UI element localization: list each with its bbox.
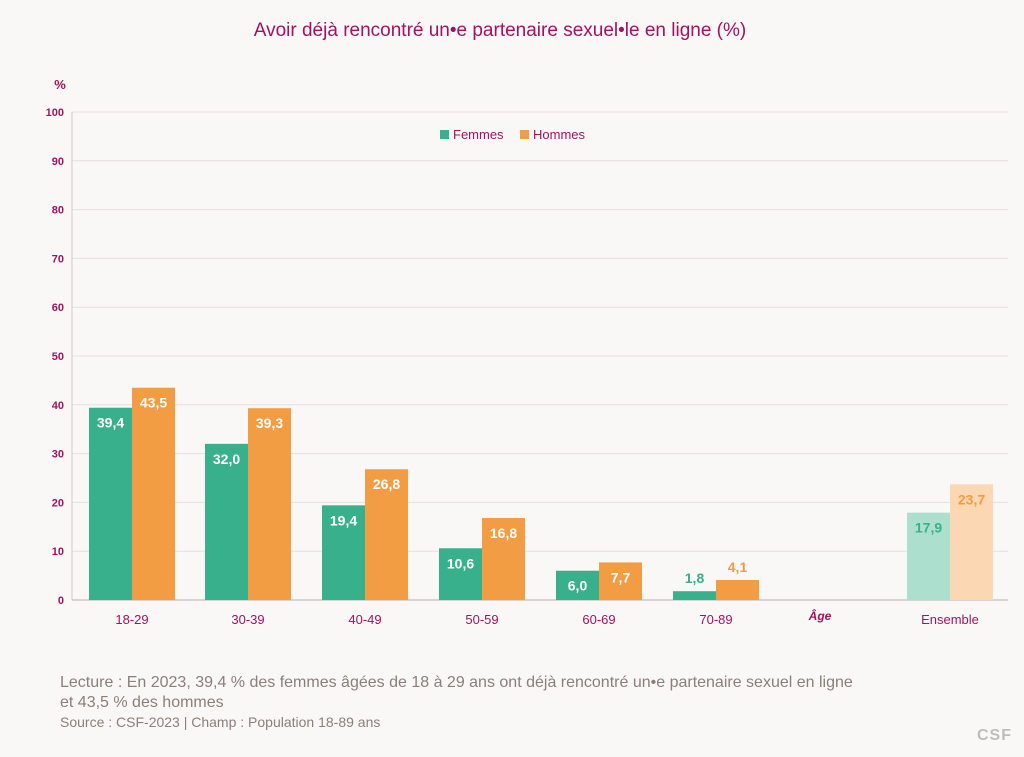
bar-hommes-18-29 (132, 387, 175, 600)
data-label-hommes-30-39: 39,3 (256, 415, 283, 431)
bar-femmes-60-69 (556, 570, 599, 600)
csf-logo: CSF (977, 727, 1012, 744)
data-label-femmes-ensemble: 17,9 (915, 520, 942, 536)
legend-swatch-femmes (440, 130, 449, 139)
gridlines (72, 111, 1008, 552)
data-label-hommes-18-29: 43,5 (140, 395, 167, 411)
y-tick-label: 0 (58, 595, 64, 607)
data-labels: 39,4 43,5 32,0 39,3 19,4 26,8 10,6 16,8 6,0 7,7 1,… (97, 395, 985, 594)
x-tick-label: 40-49 (348, 612, 381, 627)
data-label-hommes-70-89: 4,1 (728, 559, 748, 575)
x-tick-label: 60-69 (582, 612, 615, 627)
data-label-femmes-60-69: 6,0 (568, 578, 588, 594)
data-label-hommes-40-49: 26,8 (373, 476, 400, 492)
bar-hommes-40-49 (365, 469, 408, 600)
x-tick-label: Ensemble (921, 612, 979, 627)
bar-hommes-30-39 (248, 408, 291, 600)
x-tick-label: 30-39 (231, 612, 264, 627)
y-axis-label: % (54, 77, 66, 92)
data-label-hommes-60-69: 7,7 (611, 569, 631, 585)
x-tick-label: 70-89 (699, 612, 732, 627)
data-label-femmes-40-49: 19,4 (330, 512, 357, 528)
bar-femmes-40-49 (322, 505, 365, 600)
bar-hommes-50-59 (482, 518, 525, 600)
y-tick-label: 20 (52, 497, 64, 509)
y-tick-label: 30 (52, 449, 64, 461)
bars (89, 387, 993, 600)
y-tick-label: 60 (52, 302, 64, 314)
data-label-femmes-70-89: 1,8 (685, 570, 705, 586)
legend: Femmes Hommes (440, 127, 586, 142)
y-tick-label: 100 (46, 107, 64, 119)
bar-femmes-30-39 (205, 443, 248, 600)
y-tick-label: 50 (52, 351, 64, 363)
bar-femmes-50-59 (439, 548, 482, 600)
source-note: Source : CSF-2023 | Champ : Population 1… (60, 714, 381, 730)
bar-hommes-70-89 (716, 579, 759, 600)
bar-hommes-ensemble (950, 484, 993, 600)
x-tick-label: 50-59 (465, 612, 498, 627)
legend-label-femmes: Femmes (453, 127, 504, 142)
legend-label-hommes: Hommes (533, 127, 586, 142)
y-tick-label: 80 (52, 205, 64, 217)
y-tick-label: 10 (52, 546, 64, 558)
x-tick-label: 18-29 (115, 612, 148, 627)
y-tick-label: 90 (52, 156, 64, 168)
x-axis-label: Âge (808, 608, 832, 623)
reading-note-continued: et 43,5 % des hommes (60, 694, 224, 711)
data-label-femmes-30-39: 32,0 (213, 451, 240, 467)
bar-femmes-ensemble (907, 512, 950, 600)
y-tick-label: 70 (52, 253, 64, 265)
data-label-hommes-50-59: 16,8 (490, 525, 517, 541)
data-label-femmes-18-29: 39,4 (97, 415, 124, 431)
chart-title: Avoir déjà rencontré un•e partenaire sex… (253, 20, 747, 41)
data-label-hommes-ensemble: 23,7 (958, 491, 985, 507)
reading-note: Lecture : En 2023, 39,4 % des femmes âgé… (60, 674, 853, 691)
bar-hommes-60-69 (599, 562, 642, 600)
bar-femmes-70-89 (673, 591, 716, 600)
legend-swatch-hommes (520, 130, 529, 139)
data-label-femmes-50-59: 10,6 (447, 555, 474, 571)
axes: 0 10 20 30 40 50 60 70 80 90 100% 18-29 30-39 40-49 50… (46, 77, 1008, 627)
bar-femmes-18-29 (89, 407, 132, 600)
y-tick-label: 40 (52, 400, 64, 412)
